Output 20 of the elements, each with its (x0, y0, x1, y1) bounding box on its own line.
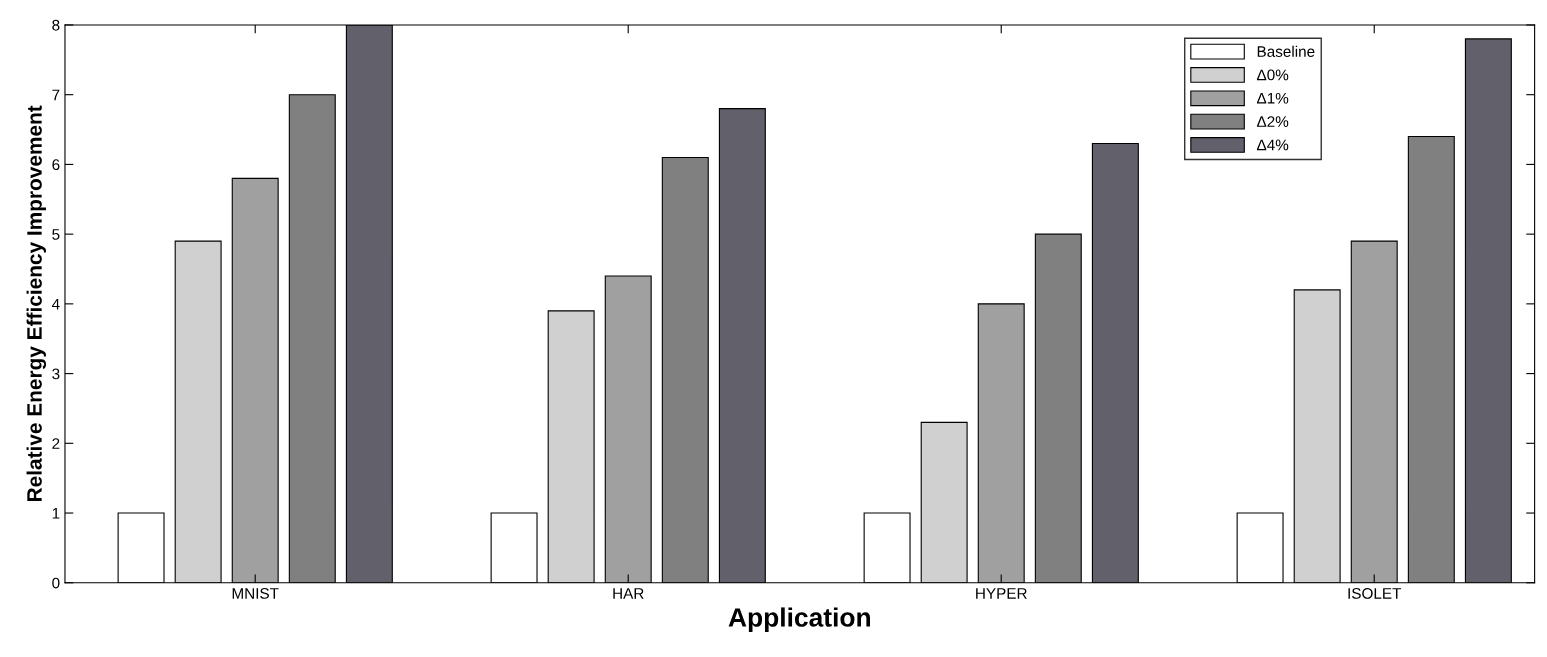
legend-label: Δ0% (1256, 69, 1289, 81)
x-tick-label: HAR (613, 588, 644, 599)
y-tick-label: 6 (52, 159, 60, 171)
y-tick-label: 2 (52, 438, 60, 449)
y-tick-label: 4 (51, 298, 60, 310)
y-tick-label: 0 (52, 577, 60, 589)
y-tick-label: 8 (52, 19, 60, 31)
legend-label: Δ4% (1256, 139, 1289, 151)
legend-label: Baseline (1257, 45, 1315, 57)
legend-label: Δ2% (1256, 116, 1289, 127)
y-tick-label: 3 (52, 368, 60, 380)
x-axis-title: Application (728, 607, 871, 633)
legend-label: Δ1% (1256, 92, 1289, 104)
x-tick-label: ISOLET (1348, 588, 1402, 599)
y-tick-label: 5 (52, 229, 60, 240)
y-axis-title: Relative Energy Efficiency Improvement (26, 105, 47, 502)
x-tick-label: HYPER (976, 588, 1027, 599)
y-tick-label: 1 (52, 508, 60, 519)
x-tick-label: MNIST (232, 588, 279, 599)
y-tick-label: 7 (52, 89, 60, 101)
